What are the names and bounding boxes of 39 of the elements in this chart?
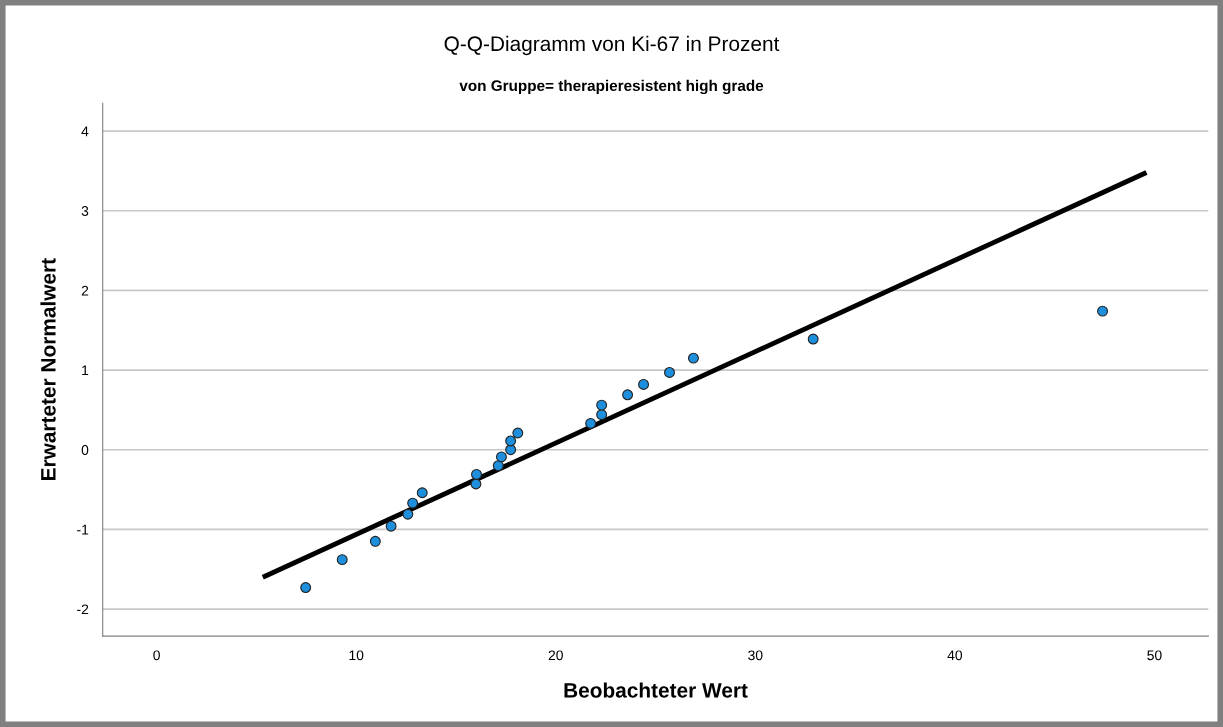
point (385, 520, 397, 532)
point (492, 460, 504, 472)
point (336, 554, 348, 566)
point (585, 417, 597, 429)
y-tick-label: -2 (77, 604, 89, 615)
chart-subtitle: von Gruppe= therapieresistent high grade (459, 79, 764, 95)
x-tick-label: 20 (548, 650, 563, 661)
point (471, 468, 482, 480)
y-tick-label: -1 (77, 524, 89, 535)
x-tick-label: 10 (349, 650, 364, 661)
point (402, 508, 414, 520)
point (596, 399, 608, 411)
point (512, 427, 524, 439)
x-tick-label: 50 (1147, 650, 1162, 661)
point (638, 378, 650, 390)
point (505, 444, 517, 456)
y-axis-title: Erwarteter Normalwert (40, 258, 56, 481)
point (495, 451, 507, 463)
y-tick-label: 4 (81, 126, 89, 137)
chart-title: Q-Q-Diagramm von Ki-67 in Prozent (444, 35, 780, 56)
point (416, 487, 428, 499)
point (664, 367, 675, 378)
y-tick-label: 2 (81, 285, 89, 296)
point (622, 389, 634, 401)
x-tick-label: 0 (153, 650, 160, 661)
x-axis-title: Beobachteter Wert (564, 682, 748, 698)
point (596, 409, 608, 421)
point (300, 582, 312, 594)
point (687, 352, 699, 364)
x-tick-label: 30 (748, 650, 763, 661)
point (807, 333, 819, 345)
point (369, 535, 381, 547)
point (505, 435, 517, 447)
point (407, 497, 419, 509)
point (1097, 305, 1109, 317)
y-tick-label: 0 (81, 445, 89, 455)
x-tick-label: 40 (947, 650, 963, 661)
y-tick-label: 3 (81, 206, 89, 216)
y-tick-label: 1 (82, 365, 89, 376)
